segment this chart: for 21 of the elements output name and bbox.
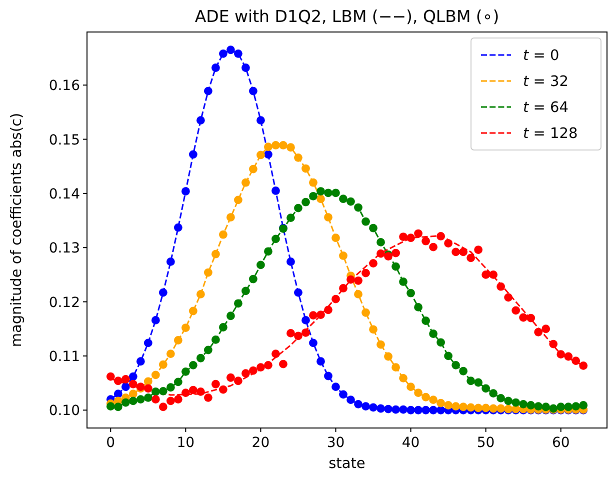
- x-axis-title: state: [328, 456, 366, 472]
- y-tick-label: 0.14: [48, 186, 80, 202]
- legend-label: t = 0: [523, 48, 560, 64]
- x-tick-label: 30: [326, 435, 345, 451]
- y-tick-label: 0.11: [48, 348, 80, 365]
- x-tick-label: 60: [552, 435, 570, 451]
- legend-label: t = 128: [523, 126, 578, 142]
- y-tick-label: 0.10: [48, 403, 80, 420]
- x-tick-label: 40: [402, 435, 420, 451]
- x-tick-label: 50: [476, 435, 495, 451]
- x-tick-label: 20: [252, 435, 270, 451]
- x-tick-label: 10: [176, 435, 195, 451]
- y-tick-label: 0.16: [48, 78, 80, 94]
- legend-label: t = 64: [523, 100, 569, 116]
- y-tick-label: 0.15: [48, 132, 80, 148]
- y-tick-label: 0.12: [48, 294, 80, 311]
- y-axis-title: magnitude of coefficients abs(c): [9, 112, 25, 348]
- legend-label: t = 32: [523, 74, 569, 90]
- x-tick-label: 0: [106, 435, 116, 451]
- y-tick-label: 0.13: [48, 240, 80, 257]
- chart-title: ADE with D1Q2, LBM (−−), QLBM (∘): [194, 7, 500, 26]
